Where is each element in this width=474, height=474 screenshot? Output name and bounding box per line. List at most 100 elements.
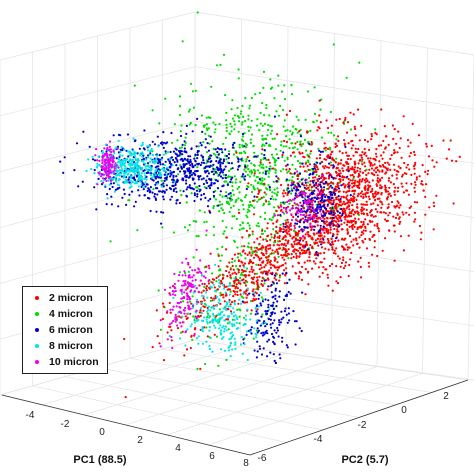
data-point <box>393 259 396 262</box>
data-point <box>218 281 221 284</box>
data-point <box>197 342 200 345</box>
data-point <box>275 278 278 281</box>
data-point <box>262 252 265 256</box>
data-point <box>187 155 190 158</box>
data-point <box>266 259 269 262</box>
data-point <box>319 199 322 202</box>
data-point <box>391 174 394 177</box>
data-point <box>299 211 302 214</box>
data-point <box>181 330 184 333</box>
data-point <box>270 332 274 336</box>
data-point <box>187 110 190 113</box>
data-point <box>241 175 244 178</box>
data-point <box>267 128 270 131</box>
data-point <box>294 222 297 225</box>
data-point <box>397 217 401 220</box>
data-point <box>458 155 461 158</box>
data-point <box>157 145 160 148</box>
data-point <box>294 272 298 275</box>
data-point <box>323 257 326 260</box>
data-point <box>208 347 211 351</box>
data-point <box>224 291 227 294</box>
data-point <box>346 190 349 193</box>
data-point <box>272 252 275 255</box>
data-point <box>317 147 320 150</box>
data-point <box>265 158 268 161</box>
data-point <box>216 156 219 159</box>
data-point <box>105 203 108 206</box>
data-point <box>374 215 377 218</box>
data-point <box>197 319 200 322</box>
data-point <box>381 169 384 172</box>
data-point <box>174 287 177 290</box>
data-point <box>408 206 411 210</box>
data-point <box>328 264 332 268</box>
data-point <box>233 318 236 321</box>
data-point <box>320 246 324 249</box>
data-point <box>63 156 66 159</box>
data-point <box>166 331 169 334</box>
data-point <box>285 135 288 138</box>
data-point <box>252 199 255 202</box>
data-point <box>223 314 226 317</box>
data-point <box>217 275 220 278</box>
data-point <box>231 185 234 188</box>
data-point <box>246 156 249 159</box>
data-point <box>350 240 353 243</box>
data-point <box>223 287 226 290</box>
data-point <box>233 271 236 274</box>
data-point <box>319 238 322 241</box>
data-point <box>209 336 212 339</box>
data-point <box>299 213 302 216</box>
data-point <box>268 188 271 191</box>
data-point <box>236 293 239 297</box>
data-point <box>244 165 247 168</box>
data-point <box>258 268 261 271</box>
data-point <box>222 173 225 176</box>
data-point <box>304 233 307 236</box>
data-point <box>328 212 331 215</box>
data-point <box>267 158 270 161</box>
data-point <box>115 180 118 183</box>
data-point <box>222 142 225 145</box>
data-point <box>162 185 165 188</box>
data-point <box>213 307 216 310</box>
data-point <box>159 319 162 322</box>
data-point <box>387 193 390 196</box>
data-point <box>346 121 350 124</box>
data-point <box>255 195 258 199</box>
data-point <box>360 220 363 224</box>
data-point <box>286 242 289 245</box>
data-point <box>326 276 330 279</box>
data-point <box>256 200 259 203</box>
data-point <box>270 326 273 329</box>
data-point <box>279 357 282 360</box>
data-point <box>310 141 313 144</box>
data-point <box>360 203 363 206</box>
data-point <box>244 292 247 295</box>
data-point <box>353 162 356 165</box>
legend-item-4-micron: 4 micron <box>27 306 103 322</box>
data-point <box>222 296 225 299</box>
data-point <box>324 177 327 180</box>
data-point <box>396 204 399 207</box>
data-point <box>322 220 325 223</box>
data-point <box>185 175 188 179</box>
data-point <box>255 310 258 313</box>
data-point <box>218 274 222 277</box>
data-point <box>190 173 194 176</box>
data-point <box>317 266 320 269</box>
data-point <box>332 211 335 214</box>
data-point <box>363 186 366 190</box>
data-point <box>124 165 127 168</box>
data-point <box>131 159 134 163</box>
data-point <box>256 321 259 324</box>
data-point <box>184 274 187 277</box>
data-point <box>319 162 322 165</box>
data-point <box>382 139 385 143</box>
data-point <box>171 293 175 296</box>
data-point <box>204 362 207 366</box>
grid-line <box>194 66 474 110</box>
data-point <box>240 271 243 274</box>
data-point <box>403 161 406 165</box>
